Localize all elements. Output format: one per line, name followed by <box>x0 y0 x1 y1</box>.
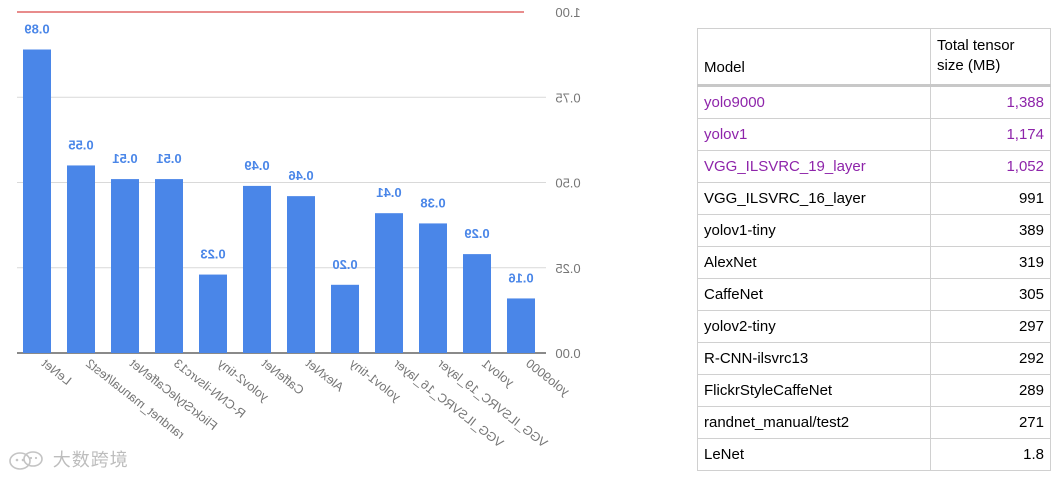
y-tick-label: 0.75 <box>555 90 580 105</box>
data-label: 0.41 <box>376 185 401 200</box>
table-row: LeNet 1.8 <box>697 438 1051 471</box>
wechat-logo-icon <box>9 451 43 470</box>
model-name-cell: yolo9000 <box>697 85 931 119</box>
table-row: randnet_manual/test2 271 <box>697 406 1051 439</box>
data-label: 0.23 <box>200 247 225 262</box>
model-name-cell: yolov1 <box>697 118 931 151</box>
table-row: AlexNet 319 <box>697 246 1051 279</box>
tensor-size-cell: 319 <box>930 246 1051 279</box>
y-tick-label: 0.25 <box>555 261 580 276</box>
x-tick-label: yolov1 <box>479 356 516 389</box>
data-label: 0.51 <box>112 151 137 166</box>
bar <box>375 213 403 353</box>
model-name-cell: FlickrStyleCaffeNet <box>697 374 931 407</box>
model-name-cell: VGG_ILSVRC_16_layer <box>697 182 931 215</box>
bar <box>111 179 139 353</box>
model-name-cell: R-CNN-ilsvrc13 <box>697 342 931 375</box>
bar <box>199 274 227 353</box>
watermark: 大数跨境 <box>8 446 129 472</box>
bar <box>67 165 95 353</box>
bar <box>287 196 315 353</box>
tensor-size-cell: 1.8 <box>930 438 1051 471</box>
x-tick-label-group: yolov1 <box>479 356 516 389</box>
bar <box>155 179 183 353</box>
tensor-size-table-container: Model Total tensor size (MB) yolo9000 1,3… <box>697 28 1051 471</box>
model-name-cell: CaffeNet <box>697 278 931 311</box>
y-tick-label: 1.00 <box>555 5 580 20</box>
x-tick-label-group: AlexNet <box>303 356 347 394</box>
data-label: 0.16 <box>508 270 533 285</box>
x-tick-label-group: yolov1-tiny <box>347 356 403 404</box>
model-name-cell: AlexNet <box>697 246 931 279</box>
x-tick-label: LeNet <box>39 356 74 388</box>
watermark-text: 大数跨境 <box>52 450 129 471</box>
tensor-size-cell: 991 <box>930 182 1051 215</box>
bar <box>507 298 535 353</box>
table-row: VGG_ILSVRC_16_layer 991 <box>697 182 1051 215</box>
bar <box>243 185 271 353</box>
data-label: 0.46 <box>288 168 313 183</box>
model-name-cell: LeNet <box>697 438 931 471</box>
tensor-size-cell: 1,052 <box>930 150 1051 183</box>
y-tick-label: 0.50 <box>555 176 580 191</box>
bar <box>331 284 359 353</box>
table-row: CaffeNet 305 <box>697 278 1051 311</box>
bar-chart-svg: 1.000.750.500.250.000.89LeNet0.55randnet… <box>17 5 581 450</box>
x-tick-label-group: yolo9000 <box>523 356 572 398</box>
model-column-header: Model <box>697 28 931 86</box>
model-name-cell: yolov1-tiny <box>697 214 931 247</box>
tensor-size-cell: 1,388 <box>930 85 1051 119</box>
data-label: 0.29 <box>464 226 489 241</box>
y-tick-label: 0.00 <box>555 346 580 361</box>
tensor-size-cell: 389 <box>930 214 1051 247</box>
model-name-cell: VGG_ILSVRC_19_layer <box>697 150 931 183</box>
tensor-size-cell: 292 <box>930 342 1051 375</box>
x-tick-label: yolo9000 <box>523 356 572 398</box>
tensor-size-cell: 305 <box>930 278 1051 311</box>
x-tick-label: AlexNet <box>303 356 347 394</box>
tensor-size-cell: 1,174 <box>930 118 1051 151</box>
table-row: R-CNN-ilsvrc13 292 <box>697 342 1051 375</box>
table-header-row: Model Total tensor size (MB) <box>697 28 1051 86</box>
model-name-cell: yolov2-tiny <box>697 310 931 343</box>
table-row: yolov2-tiny 297 <box>697 310 1051 343</box>
bar <box>463 254 491 353</box>
data-label: 0.89 <box>24 22 49 37</box>
table-row: yolov1 1,174 <box>697 118 1051 151</box>
bar <box>419 223 447 353</box>
table-body: yolo9000 1,388 yolov1 1,174 VGG_ILSVRC_19_la… <box>697 85 1051 471</box>
table-row: yolov1-tiny 389 <box>697 214 1051 247</box>
data-label: 0.49 <box>244 158 269 173</box>
data-label: 0.51 <box>156 151 181 166</box>
bar <box>23 49 51 353</box>
bar-chart: 1.00 0.75 0.50 0.25 0.00 0.89 LeNet 0.55 randnet… <box>17 5 581 450</box>
tensor-size-cell: 289 <box>930 374 1051 407</box>
tensor-size-cell: 297 <box>930 310 1051 343</box>
size-column-header: Total tensor size (MB) <box>930 28 1051 86</box>
x-tick-label: yolov1-tiny <box>347 356 403 404</box>
table-row: VGG_ILSVRC_19_layer 1,052 <box>697 150 1051 183</box>
tensor-size-table: Model Total tensor size (MB) yolo9000 1,3… <box>697 28 1051 471</box>
tensor-size-cell: 271 <box>930 406 1051 439</box>
x-tick-label-group: LeNet <box>39 356 74 388</box>
table-row: FlickrStyleCaffeNet 289 <box>697 374 1051 407</box>
data-label: 0.20 <box>332 257 357 272</box>
table-row: yolo9000 1,388 <box>697 85 1051 119</box>
data-label: 0.38 <box>420 195 445 210</box>
data-label: 0.55 <box>68 137 93 152</box>
model-name-cell: randnet_manual/test2 <box>697 406 931 439</box>
